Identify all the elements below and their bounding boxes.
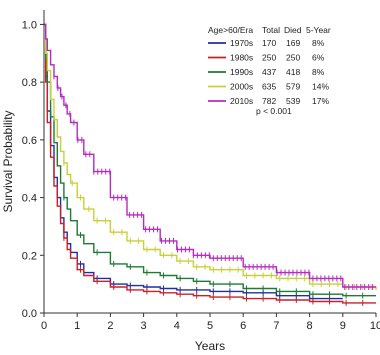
y-tick-label: 0.4 [22, 193, 37, 205]
legend: Age>60/Era Total Died 5-Year 1970s 170 169… [208, 25, 331, 116]
legend-total: 437 [262, 67, 276, 77]
y-tick-label: 0.2 [22, 250, 37, 262]
y-tick-label: 0.0 [22, 308, 37, 320]
legend-total: 170 [262, 38, 276, 48]
legend-label: 1980s [230, 53, 253, 63]
legend-header-era: Age>60/Era [208, 25, 253, 35]
x-tick-label: 1 [74, 320, 80, 332]
legend-total: 250 [262, 53, 276, 63]
x-tick-label: 0 [41, 320, 47, 332]
x-tick-label: 3 [141, 320, 147, 332]
y-tick-label: 1.0 [22, 19, 37, 31]
legend-note: p < 0.001 [256, 106, 292, 116]
censor-marks-1990s [63, 194, 364, 299]
legend-total: 635 [262, 82, 276, 92]
legend-header-died: Died [284, 25, 302, 35]
y-tick-label: 0.8 [22, 77, 37, 89]
legend-five-year: 6% [312, 53, 325, 63]
legend-five-year: 14% [312, 82, 329, 92]
x-tick-label: 4 [174, 320, 180, 332]
legend-label: 2000s [230, 82, 253, 92]
legend-header-total: Total [262, 25, 280, 35]
legend-label: 1970s [230, 38, 253, 48]
legend-died: 169 [286, 38, 300, 48]
x-tick-label: 2 [107, 320, 113, 332]
legend-total: 782 [262, 96, 276, 106]
x-tick-label: 8 [307, 320, 313, 332]
censor-marks-2000s [63, 159, 372, 291]
x-tick-label: 10 [370, 320, 380, 332]
legend-five-year: 8% [312, 38, 325, 48]
legend-five-year: 8% [312, 67, 325, 77]
legend-rows: 1970s 170 169 8% 1980s 250 250 6% 1990s 437 418 8% 2… [208, 38, 329, 106]
legend-label: 2010s [230, 96, 253, 106]
legend-died: 579 [286, 82, 300, 92]
legend-label: 1990s [230, 67, 253, 77]
legend-died: 418 [286, 67, 300, 77]
series-line-1990s [44, 23, 376, 297]
legend-five-year: 17% [312, 96, 329, 106]
censor-marks-2010s [53, 73, 374, 291]
censor-marks-1980s [63, 234, 364, 306]
x-axis-title: Years [195, 339, 225, 353]
legend-died: 250 [286, 53, 300, 63]
x-tick-label: 6 [240, 320, 246, 332]
ticks: 0 1 2 3 4 5 6 7 8 9 10 0.0 0.2 0.4 0.6 0.8 1.0 [22, 19, 380, 332]
series-layer [44, 23, 377, 306]
x-tick-label: 7 [273, 320, 279, 332]
series-line-2000s [44, 23, 377, 290]
x-tick-label: 9 [340, 320, 346, 332]
x-tick-label: 5 [207, 320, 213, 332]
y-axis-title: Survival Probability [1, 110, 15, 212]
y-tick-label: 0.6 [22, 135, 37, 147]
legend-died: 539 [286, 96, 300, 106]
legend-header-five-year: 5-Year [306, 25, 331, 35]
series-line-1980s [44, 23, 376, 304]
